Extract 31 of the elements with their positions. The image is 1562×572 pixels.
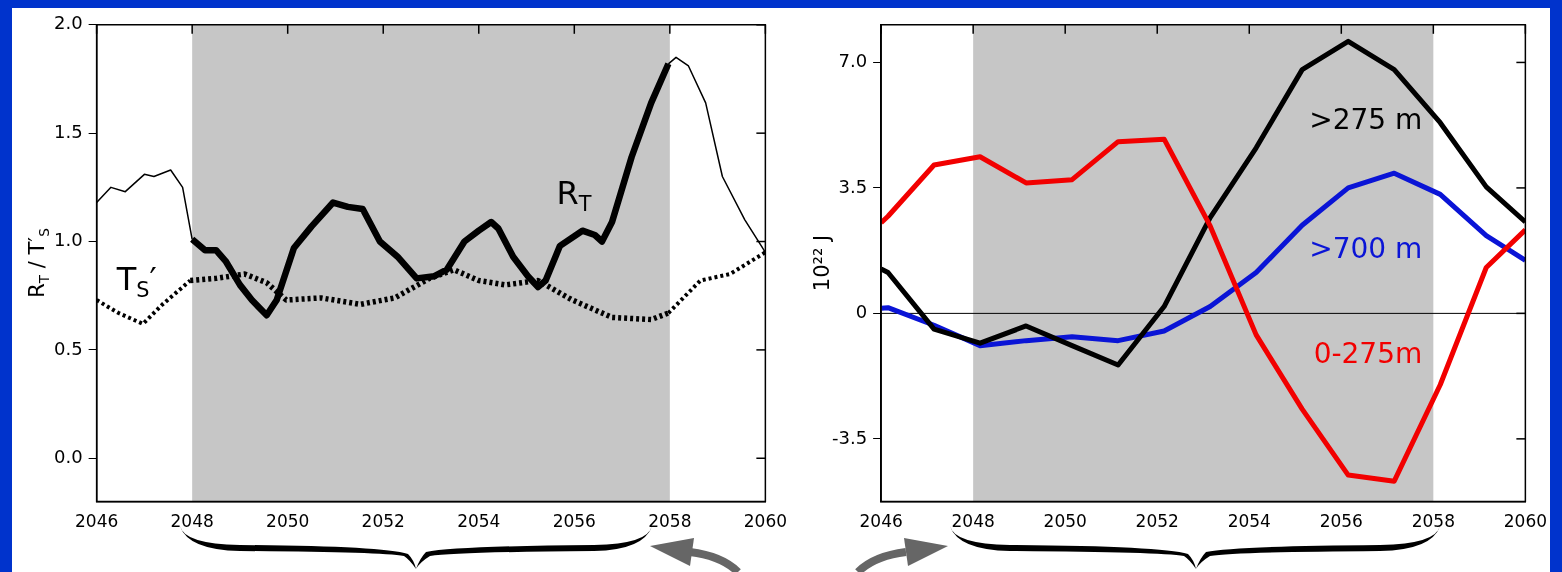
series-label: >275 m bbox=[1309, 102, 1423, 136]
y-tick-label: 7.0 bbox=[838, 50, 868, 72]
y-tick-label: 1.0 bbox=[53, 229, 83, 251]
x-tick-label: 2052 bbox=[361, 511, 405, 532]
x-tick-label: 2054 bbox=[457, 511, 501, 532]
series-label: R$_{T}$ bbox=[556, 174, 592, 217]
x-tick-label: 2046 bbox=[859, 511, 903, 532]
x-tick-label: 2056 bbox=[552, 511, 596, 532]
x-tick-label: 2054 bbox=[1227, 511, 1271, 532]
y-tick-label: 2.0 bbox=[53, 12, 83, 34]
x-tick-label: 2048 bbox=[170, 511, 214, 532]
x-tick-label: 2060 bbox=[1503, 511, 1547, 532]
x-tick-label: 2048 bbox=[951, 511, 995, 532]
x-tick-label: 2046 bbox=[74, 511, 119, 532]
x-tick-label: 2058 bbox=[1411, 511, 1455, 532]
y-tick-label: 3.5 bbox=[838, 175, 868, 197]
x-tick-label: 2052 bbox=[1135, 511, 1179, 532]
x-tick-label: 2058 bbox=[648, 511, 692, 532]
series-label: T$_{S}$′ bbox=[116, 260, 157, 303]
series-label: >700 m bbox=[1309, 231, 1423, 265]
y-tick-label: 0.0 bbox=[53, 445, 83, 467]
x-tick-label: 2050 bbox=[1043, 511, 1087, 532]
y-tick-label: 0 bbox=[855, 301, 868, 323]
x-tick-label: 2050 bbox=[266, 511, 310, 532]
x-tick-label: 2056 bbox=[1319, 511, 1363, 532]
y-tick-label: 1.5 bbox=[53, 120, 83, 142]
y-axis-title: 10²² J bbox=[810, 234, 835, 292]
series-label: 0-275m bbox=[1313, 336, 1423, 370]
y-tick-label: 0.5 bbox=[53, 337, 83, 359]
x-tick-label: 2060 bbox=[743, 511, 787, 532]
y-tick-label: -3.5 bbox=[832, 426, 868, 448]
